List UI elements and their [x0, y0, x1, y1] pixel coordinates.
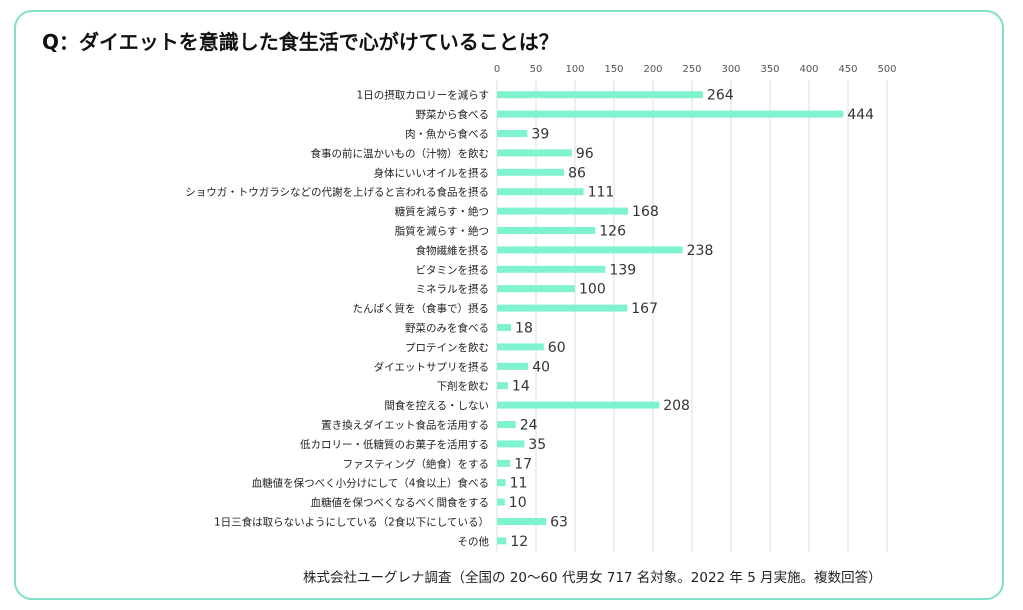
- category-label: プロテインを飲む: [405, 341, 489, 354]
- data-label: 208: [663, 398, 690, 414]
- category-label: ファスティング（絶食）をする: [343, 457, 489, 470]
- bar: [497, 440, 525, 448]
- category-label: ダイエットサプリを摂る: [374, 360, 489, 373]
- x-tick-label: 250: [682, 64, 701, 75]
- x-tick-label: 200: [643, 64, 662, 75]
- category-label: 下剤を飲む: [437, 380, 490, 393]
- bar: [497, 324, 512, 331]
- category-label: 食事の前に温かいもの（汁物）を飲む: [311, 147, 490, 160]
- bar: [497, 188, 584, 196]
- data-label: 12: [510, 534, 528, 550]
- x-tick-label: 0: [494, 64, 500, 75]
- bar: [497, 227, 596, 234]
- data-label: 167: [631, 301, 658, 317]
- category-label: 脂質を減らす・絶つ: [395, 225, 489, 238]
- data-label: 63: [550, 515, 568, 531]
- data-label: 238: [687, 243, 714, 259]
- data-label: 139: [609, 262, 636, 278]
- x-tick-label: 500: [877, 64, 896, 75]
- bar: [497, 91, 703, 99]
- data-label: 14: [512, 379, 530, 395]
- data-label: 18: [515, 321, 533, 337]
- bar: [497, 285, 575, 293]
- bar: [497, 401, 660, 409]
- category-label: 血糖値を保つべくなるべく間食をする: [311, 496, 490, 509]
- category-label: 食物繊維を摂る: [416, 244, 490, 257]
- data-label: 24: [520, 418, 538, 434]
- data-label: 264: [707, 88, 734, 104]
- x-tick-label: 350: [760, 64, 779, 75]
- x-tick-label: 50: [530, 64, 543, 75]
- data-label: 111: [588, 185, 615, 201]
- category-label: たんぱく質を（食事で）摂る: [353, 302, 490, 315]
- category-label: その他: [458, 535, 490, 548]
- category-label: 1日三食は取らないようにしている（2食以下にしている）: [214, 516, 489, 529]
- x-tick-label: 150: [604, 64, 623, 75]
- category-label: 糖質を減らす・絶つ: [395, 205, 489, 218]
- category-label: ミネラルを摂る: [416, 283, 490, 296]
- bar: [497, 304, 628, 312]
- category-label: 置き換えダイエット食品を活用する: [321, 419, 489, 432]
- x-tick-label: 400: [799, 64, 818, 75]
- x-tick-label: 300: [721, 64, 740, 75]
- data-label: 444: [847, 107, 874, 123]
- bar: [497, 130, 528, 137]
- data-label: 11: [510, 476, 528, 492]
- category-label: 血糖値を保つべく小分けにして（4食以上）食べる: [252, 477, 489, 490]
- data-label: 10: [509, 495, 527, 511]
- data-label: 39: [531, 127, 549, 143]
- chart-title: Q：ダイエットを意識した食生活で心がけていることは？: [42, 30, 559, 54]
- data-label: 96: [576, 146, 594, 162]
- category-label: 野菜から食べる: [416, 108, 490, 121]
- bar: [497, 382, 508, 390]
- bar: [497, 498, 505, 506]
- bar: [497, 149, 572, 157]
- source-footnote: 株式会社ユーグレナ調査（全国の 20～60 代男女 717 名対象。2022 年…: [303, 570, 882, 586]
- category-label: ショウガ・トウガラシなどの代謝を上げると言われる食品を摂る: [185, 186, 489, 199]
- category-label: 野菜のみを食べる: [405, 322, 489, 335]
- data-label: 100: [579, 282, 606, 298]
- category-label: 1日の摂取カロリーを減らす: [357, 89, 489, 102]
- bar: [497, 265, 606, 273]
- bar: [497, 459, 511, 467]
- data-label: 17: [514, 456, 532, 472]
- bar: [497, 362, 529, 370]
- data-label: 168: [632, 204, 659, 220]
- category-label: 間食を控える・しない: [384, 399, 489, 412]
- category-label: 低カロリー・低糖質のお菓子を活用する: [300, 438, 489, 451]
- data-label: 35: [528, 437, 546, 453]
- bar: [497, 246, 683, 254]
- bar: [497, 110, 844, 118]
- bar: [497, 537, 507, 545]
- bar: [497, 518, 547, 525]
- category-label: ビタミンを摂る: [416, 263, 490, 276]
- data-label: 60: [548, 340, 566, 356]
- category-label: 肉・魚から食べる: [405, 128, 489, 141]
- bar: [497, 479, 506, 487]
- category-label: 身体にいいオイルを摂る: [374, 166, 490, 179]
- data-label: 126: [599, 224, 626, 240]
- bar: [497, 207, 629, 215]
- data-label: 86: [568, 165, 586, 181]
- x-tick-label: 100: [565, 64, 584, 75]
- x-tick-label: 450: [838, 64, 857, 75]
- bar: [497, 421, 516, 428]
- data-label: 40: [532, 359, 550, 375]
- bar: [497, 343, 544, 351]
- bar: [497, 168, 565, 176]
